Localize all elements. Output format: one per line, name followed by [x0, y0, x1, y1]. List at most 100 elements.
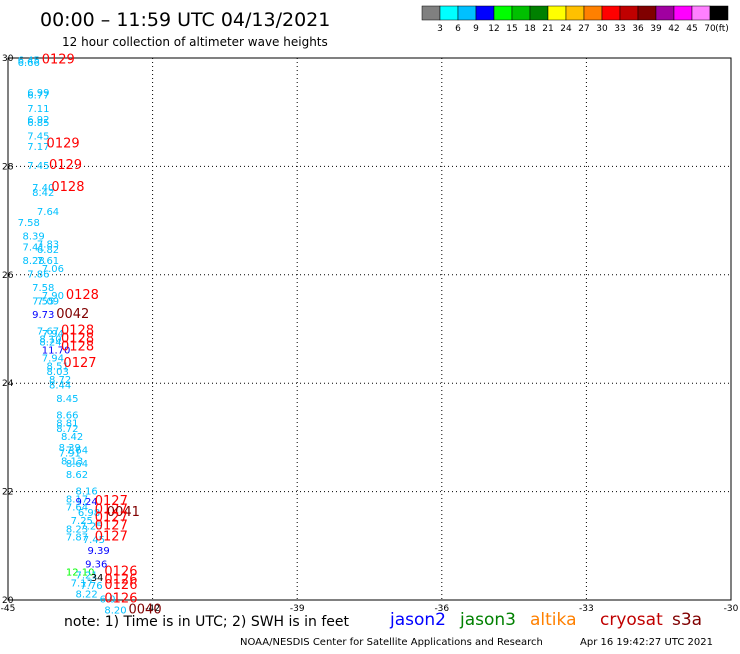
wave-height-label: 8.13: [61, 457, 83, 468]
wave-height-label: 7.64: [66, 446, 88, 457]
axis-ticks: -45 -42 -39 -36 -33 -30 30 28 26 24 22 20: [1, 54, 739, 614]
wave-height-label: 8.66: [56, 410, 78, 421]
wave-height-label: 7.45: [27, 161, 49, 172]
wave-height-label: 8.03: [47, 367, 69, 378]
time-label: 0128: [66, 288, 99, 303]
wave-height-label: 7.11: [27, 104, 49, 115]
y-tick-label: 24: [2, 379, 14, 389]
time-label: 0129: [49, 158, 82, 173]
wave-height-label: 7.06: [42, 264, 64, 275]
scale-swatch: [529, 5, 549, 21]
wave-height-label: 7.76: [80, 581, 102, 592]
wave-height-label: 8.20: [104, 606, 126, 617]
scale-swatch: [511, 5, 531, 21]
wave-height-label: 8.62: [66, 470, 88, 481]
wave-height-label: 7.45: [27, 131, 49, 142]
data-points: 6.456.666.996.777.116.926.857.457.177.45…: [18, 55, 127, 616]
wave-height-label: 12.10: [66, 568, 95, 579]
wave-height-label: 7.83: [37, 240, 59, 251]
time-label: 0126: [104, 573, 137, 588]
wave-height-label: 7.86: [27, 270, 49, 281]
scale-tick-label: (ft): [715, 24, 729, 34]
scale-swatch: [565, 5, 585, 21]
wave-height-label: 8.51: [47, 362, 69, 373]
wave-height-label: 8.10: [39, 335, 61, 346]
time-label: 0126: [104, 592, 137, 607]
x-tick-label: -45: [1, 604, 16, 614]
scale-swatch: [547, 5, 567, 21]
scale-swatch: [673, 5, 693, 21]
wave-height-label: 8.81: [56, 419, 78, 430]
wave-height-label: 7.94: [42, 329, 64, 340]
scale-tick-label: 3: [437, 24, 443, 34]
satellite-name: altika: [530, 610, 577, 630]
wave-height-label: 6.98: [78, 508, 100, 519]
wave-height-label: 8.42: [61, 432, 83, 443]
wave-height-label: 7.58: [32, 283, 54, 294]
wave-height-label: .34: [88, 573, 104, 584]
wave-height-label: 8.16: [75, 486, 97, 497]
wave-height-label: 7.58: [18, 218, 40, 229]
time-label: 0127: [95, 502, 128, 517]
wave-height-label: 8.24: [39, 337, 61, 348]
scale-swatch: [475, 5, 495, 21]
wave-height-label: 8.72: [56, 424, 78, 435]
wave-height-label: 6.99: [27, 88, 49, 99]
wave-height-label: 8.39: [59, 443, 81, 454]
wave-height-label: 7.17: [71, 578, 93, 589]
wave-height-label: 8.39: [22, 232, 44, 243]
wave-height-label: 6.85: [27, 118, 49, 129]
wave-height-label: 6.77: [27, 91, 49, 102]
wave-height-label: 7.61: [37, 256, 59, 267]
time-labels: 0129012901290128012800420128012801280127…: [42, 52, 162, 617]
time-label: 0127: [95, 519, 128, 534]
wave-height-label: 9.24: [75, 497, 97, 508]
time-label: 0128: [51, 180, 84, 195]
wave-height-label: 8.44: [49, 381, 71, 392]
wave-height-label: 9.36: [85, 559, 107, 570]
wave-height-label: 9.39: [88, 546, 110, 557]
wave-height-label: 7.25: [71, 516, 93, 527]
y-tick-label: 22: [2, 488, 13, 498]
wave-height-label: 8.17: [66, 494, 88, 505]
time-label: 0127: [95, 494, 128, 509]
scale-swatch: [637, 5, 657, 21]
scale-tick-label: 36: [632, 24, 644, 34]
wave-height-label: 7.21: [75, 570, 97, 581]
scale-tick-label: 33: [614, 24, 625, 34]
x-tick-label: -36: [434, 604, 449, 614]
wave-height-label: 7.55: [32, 297, 54, 308]
wave-height-label: 8.22: [75, 589, 97, 600]
scale-tick-label: 42: [668, 24, 679, 34]
plot-frame: [7, 57, 732, 601]
time-label: 0040: [129, 603, 162, 618]
x-tick-label: -30: [724, 604, 739, 614]
satellite-name: jason3: [459, 610, 516, 630]
time-label: 0129: [42, 52, 75, 67]
scale-swatch: [421, 5, 441, 21]
wave-height-label: 7.64: [66, 503, 88, 514]
chart-title: 00:00 – 11:59 UTC 04/13/2021: [40, 9, 330, 31]
satellite-name: cryosat: [600, 610, 663, 630]
scale-tick-label: 18: [524, 24, 536, 34]
wave-height-label: 7.87: [66, 532, 88, 543]
scale-swatch: [457, 5, 477, 21]
time-label: 0128: [61, 323, 94, 338]
scale-tick-label: 24: [560, 24, 572, 34]
scale-swatch: [583, 5, 603, 21]
wave-height-label: 6.82: [37, 245, 59, 256]
scale-tick-label: 9: [473, 24, 479, 34]
scale-tick-label: 6: [455, 24, 461, 34]
time-label: 0128: [61, 332, 94, 347]
time-label: 0126: [104, 565, 137, 580]
y-tick-label: 28: [2, 162, 14, 172]
wave-height-label: 8.72: [49, 375, 71, 386]
chart-subtitle: 12 hour collection of altimeter wave hei…: [62, 35, 328, 49]
wave-height-label: 7.40: [32, 183, 54, 194]
y-tick-label: 26: [2, 271, 14, 281]
x-tick-label: -33: [579, 604, 594, 614]
wave-height-label: 6.45: [18, 55, 40, 66]
